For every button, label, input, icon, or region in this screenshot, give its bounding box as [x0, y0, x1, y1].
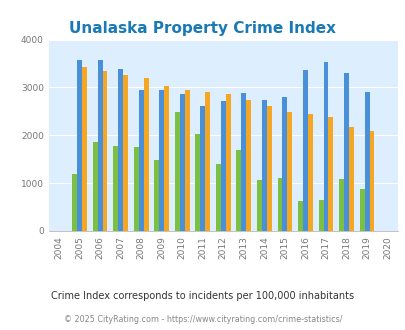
Bar [133, 147, 139, 231]
Bar [369, 130, 373, 231]
Bar [184, 90, 189, 231]
Bar [348, 127, 353, 231]
Text: Unalaska Property Crime Index: Unalaska Property Crime Index [69, 21, 336, 36]
Bar [92, 143, 97, 231]
Bar [328, 117, 333, 231]
Bar [282, 97, 287, 231]
Bar [261, 100, 266, 231]
Bar [338, 179, 343, 231]
Bar [205, 92, 210, 231]
Bar [302, 70, 307, 231]
Bar [297, 201, 302, 231]
Bar [246, 100, 251, 231]
Bar [139, 90, 143, 231]
Bar [82, 67, 87, 231]
Bar [102, 71, 107, 231]
Bar [225, 94, 230, 231]
Bar [154, 160, 159, 231]
Bar [179, 94, 184, 231]
Bar [113, 146, 118, 231]
Bar [318, 200, 323, 231]
Bar [236, 150, 241, 231]
Bar [364, 92, 369, 231]
Bar [77, 60, 82, 231]
Bar [215, 164, 220, 231]
Bar [159, 90, 164, 231]
Bar [343, 73, 348, 231]
Bar [359, 189, 364, 231]
Bar [72, 174, 77, 231]
Text: Crime Index corresponds to incidents per 100,000 inhabitants: Crime Index corresponds to incidents per… [51, 291, 354, 301]
Bar [200, 106, 205, 231]
Text: © 2025 CityRating.com - https://www.cityrating.com/crime-statistics/: © 2025 CityRating.com - https://www.city… [64, 315, 341, 324]
Bar [164, 85, 168, 231]
Bar [195, 134, 200, 231]
Bar [323, 62, 328, 231]
Bar [97, 60, 102, 231]
Bar [307, 114, 312, 231]
Bar [123, 75, 128, 231]
Bar [266, 106, 271, 231]
Bar [287, 112, 292, 231]
Bar [143, 78, 148, 231]
Bar [220, 101, 225, 231]
Bar [277, 178, 282, 231]
Bar [241, 93, 246, 231]
Bar [175, 112, 179, 231]
Bar [118, 69, 123, 231]
Bar [256, 180, 261, 231]
